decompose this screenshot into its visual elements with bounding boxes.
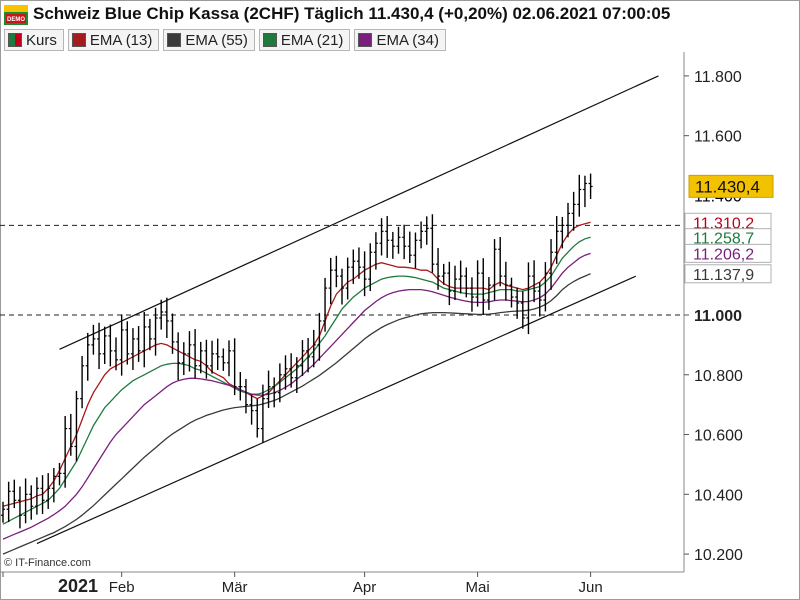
ema-value-box xyxy=(684,264,772,284)
legend-label: EMA (21) xyxy=(280,31,344,49)
title-bar: DEMO Schweiz Blue Chip Kassa (2CHF) Tägl… xyxy=(0,0,800,28)
ema-value-label: 11.137,9 xyxy=(693,267,754,284)
x-tick-label: 2021 xyxy=(58,576,98,596)
ema55-swatch-icon xyxy=(167,33,182,47)
legend-item-kurs[interactable]: Kurs xyxy=(4,29,64,51)
channel-lower-line xyxy=(36,275,637,545)
legend-item-ema13[interactable]: EMA (13) xyxy=(67,29,160,51)
chart-title: Schweiz Blue Chip Kassa (2CHF) Täglich 1… xyxy=(33,4,671,23)
x-tick-label: Mai xyxy=(466,579,490,596)
legend: Kurs EMA (13) EMA (55) EMA (21) EMA (34) xyxy=(4,29,446,51)
last-price-label: 11.430,4 xyxy=(695,177,760,196)
y-tick-label: 11.600 xyxy=(694,129,742,146)
legend-label: EMA (55) xyxy=(185,31,248,49)
y-tick-label: 11.800 xyxy=(694,69,742,86)
kurs-swatch-icon xyxy=(8,33,22,47)
ema-value-box xyxy=(684,243,772,263)
ema13-swatch-icon xyxy=(71,33,86,47)
ema-line-EMA55 xyxy=(2,273,591,555)
x-tick-label: Feb xyxy=(109,579,135,596)
y-tick-label: 10.800 xyxy=(694,368,743,385)
x-tick-label: Apr xyxy=(353,579,376,596)
ema-value-label: 11.206,2 xyxy=(693,246,754,263)
y-tick-label: 10.400 xyxy=(694,487,743,504)
demo-badge-icon: DEMO xyxy=(4,5,28,25)
legend-item-ema34[interactable]: EMA (34) xyxy=(354,29,446,51)
x-tick-label: Mär xyxy=(222,579,248,596)
y-tick-label: 10.600 xyxy=(694,428,743,445)
legend-item-ema21[interactable]: EMA (21) xyxy=(258,29,351,51)
y-tick-label: 11.000 xyxy=(694,308,742,325)
y-tick-label: 10.200 xyxy=(694,547,743,564)
legend-label: Kurs xyxy=(26,31,57,49)
demo-badge-text: DEMO xyxy=(7,17,25,23)
last-price-box xyxy=(688,174,774,198)
ema34-swatch-icon xyxy=(358,33,373,47)
ema21-swatch-icon xyxy=(262,33,277,47)
ema-value-label: 11.310,2 xyxy=(693,215,754,232)
channel-upper-line xyxy=(59,75,659,350)
legend-label: EMA (13) xyxy=(89,31,153,49)
copyright-notice: © IT-Finance.com xyxy=(4,557,91,569)
legend-label: EMA (34) xyxy=(376,31,439,49)
ema-value-label: 11.258,7 xyxy=(693,231,754,248)
legend-item-ema55[interactable]: EMA (55) xyxy=(163,29,255,51)
x-tick-label: Jun xyxy=(579,579,603,596)
